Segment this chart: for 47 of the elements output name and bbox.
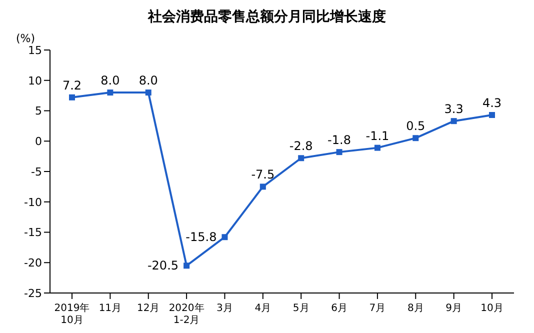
point: [107, 90, 114, 96]
point: [298, 155, 304, 162]
x-tick-label: 6月: [331, 303, 348, 314]
point: [69, 94, 75, 100]
point: [145, 90, 152, 96]
point: [489, 112, 495, 118]
x-tick-label: 12月: [136, 303, 160, 314]
y-tick-label: -20: [24, 256, 42, 270]
x-tick-label: 4月: [254, 303, 272, 314]
y-axis-title: (%): [16, 32, 36, 45]
point: [184, 262, 190, 269]
y-tick-label: -15: [24, 226, 42, 240]
data-label: -1.8: [328, 133, 351, 148]
data-label: 0.5: [406, 119, 426, 134]
point: [412, 135, 419, 142]
x-tick-label: 9月: [446, 303, 462, 314]
x-tick-label: 3月: [216, 303, 233, 314]
y-tick-label: -10: [24, 196, 42, 209]
point: [222, 234, 228, 240]
x-tick-label: 5月: [292, 303, 310, 314]
y-tick-label: 0: [35, 135, 42, 148]
data-label: -15.8: [186, 230, 217, 244]
data-label: 8.0: [100, 74, 120, 88]
data-label: -20.5: [147, 258, 179, 273]
point: [260, 184, 266, 190]
point: [450, 118, 457, 124]
point: [336, 149, 342, 156]
data-label: 7.2: [62, 78, 82, 92]
data-label: 8.0: [138, 74, 158, 88]
data-label: 4.3: [482, 96, 502, 110]
x-tick-label: 11月: [98, 303, 122, 314]
x-tick-label: 2020年 1-2月: [168, 302, 204, 326]
x-tick-label: 8月: [407, 303, 424, 314]
y-tick-label: -25: [24, 286, 42, 300]
y-tick-label: -5: [31, 165, 42, 178]
data-label: 3.3: [444, 102, 464, 116]
data-label: -1.1: [366, 128, 390, 143]
x-tick-label: 7月: [369, 303, 386, 314]
data-label: -2.8: [289, 139, 313, 154]
point: [374, 144, 380, 151]
data-label: -7.5: [251, 168, 275, 182]
y-tick-label: 15: [28, 44, 42, 57]
x-tick-label: 2019年 10月: [54, 302, 90, 326]
y-tick-label: 10: [28, 74, 42, 88]
chart-title: 社会消费品零售总额分月同比增长速度: [146, 8, 387, 26]
x-tick-label: 10月: [480, 303, 504, 314]
y-tick-label: 5: [35, 104, 42, 118]
